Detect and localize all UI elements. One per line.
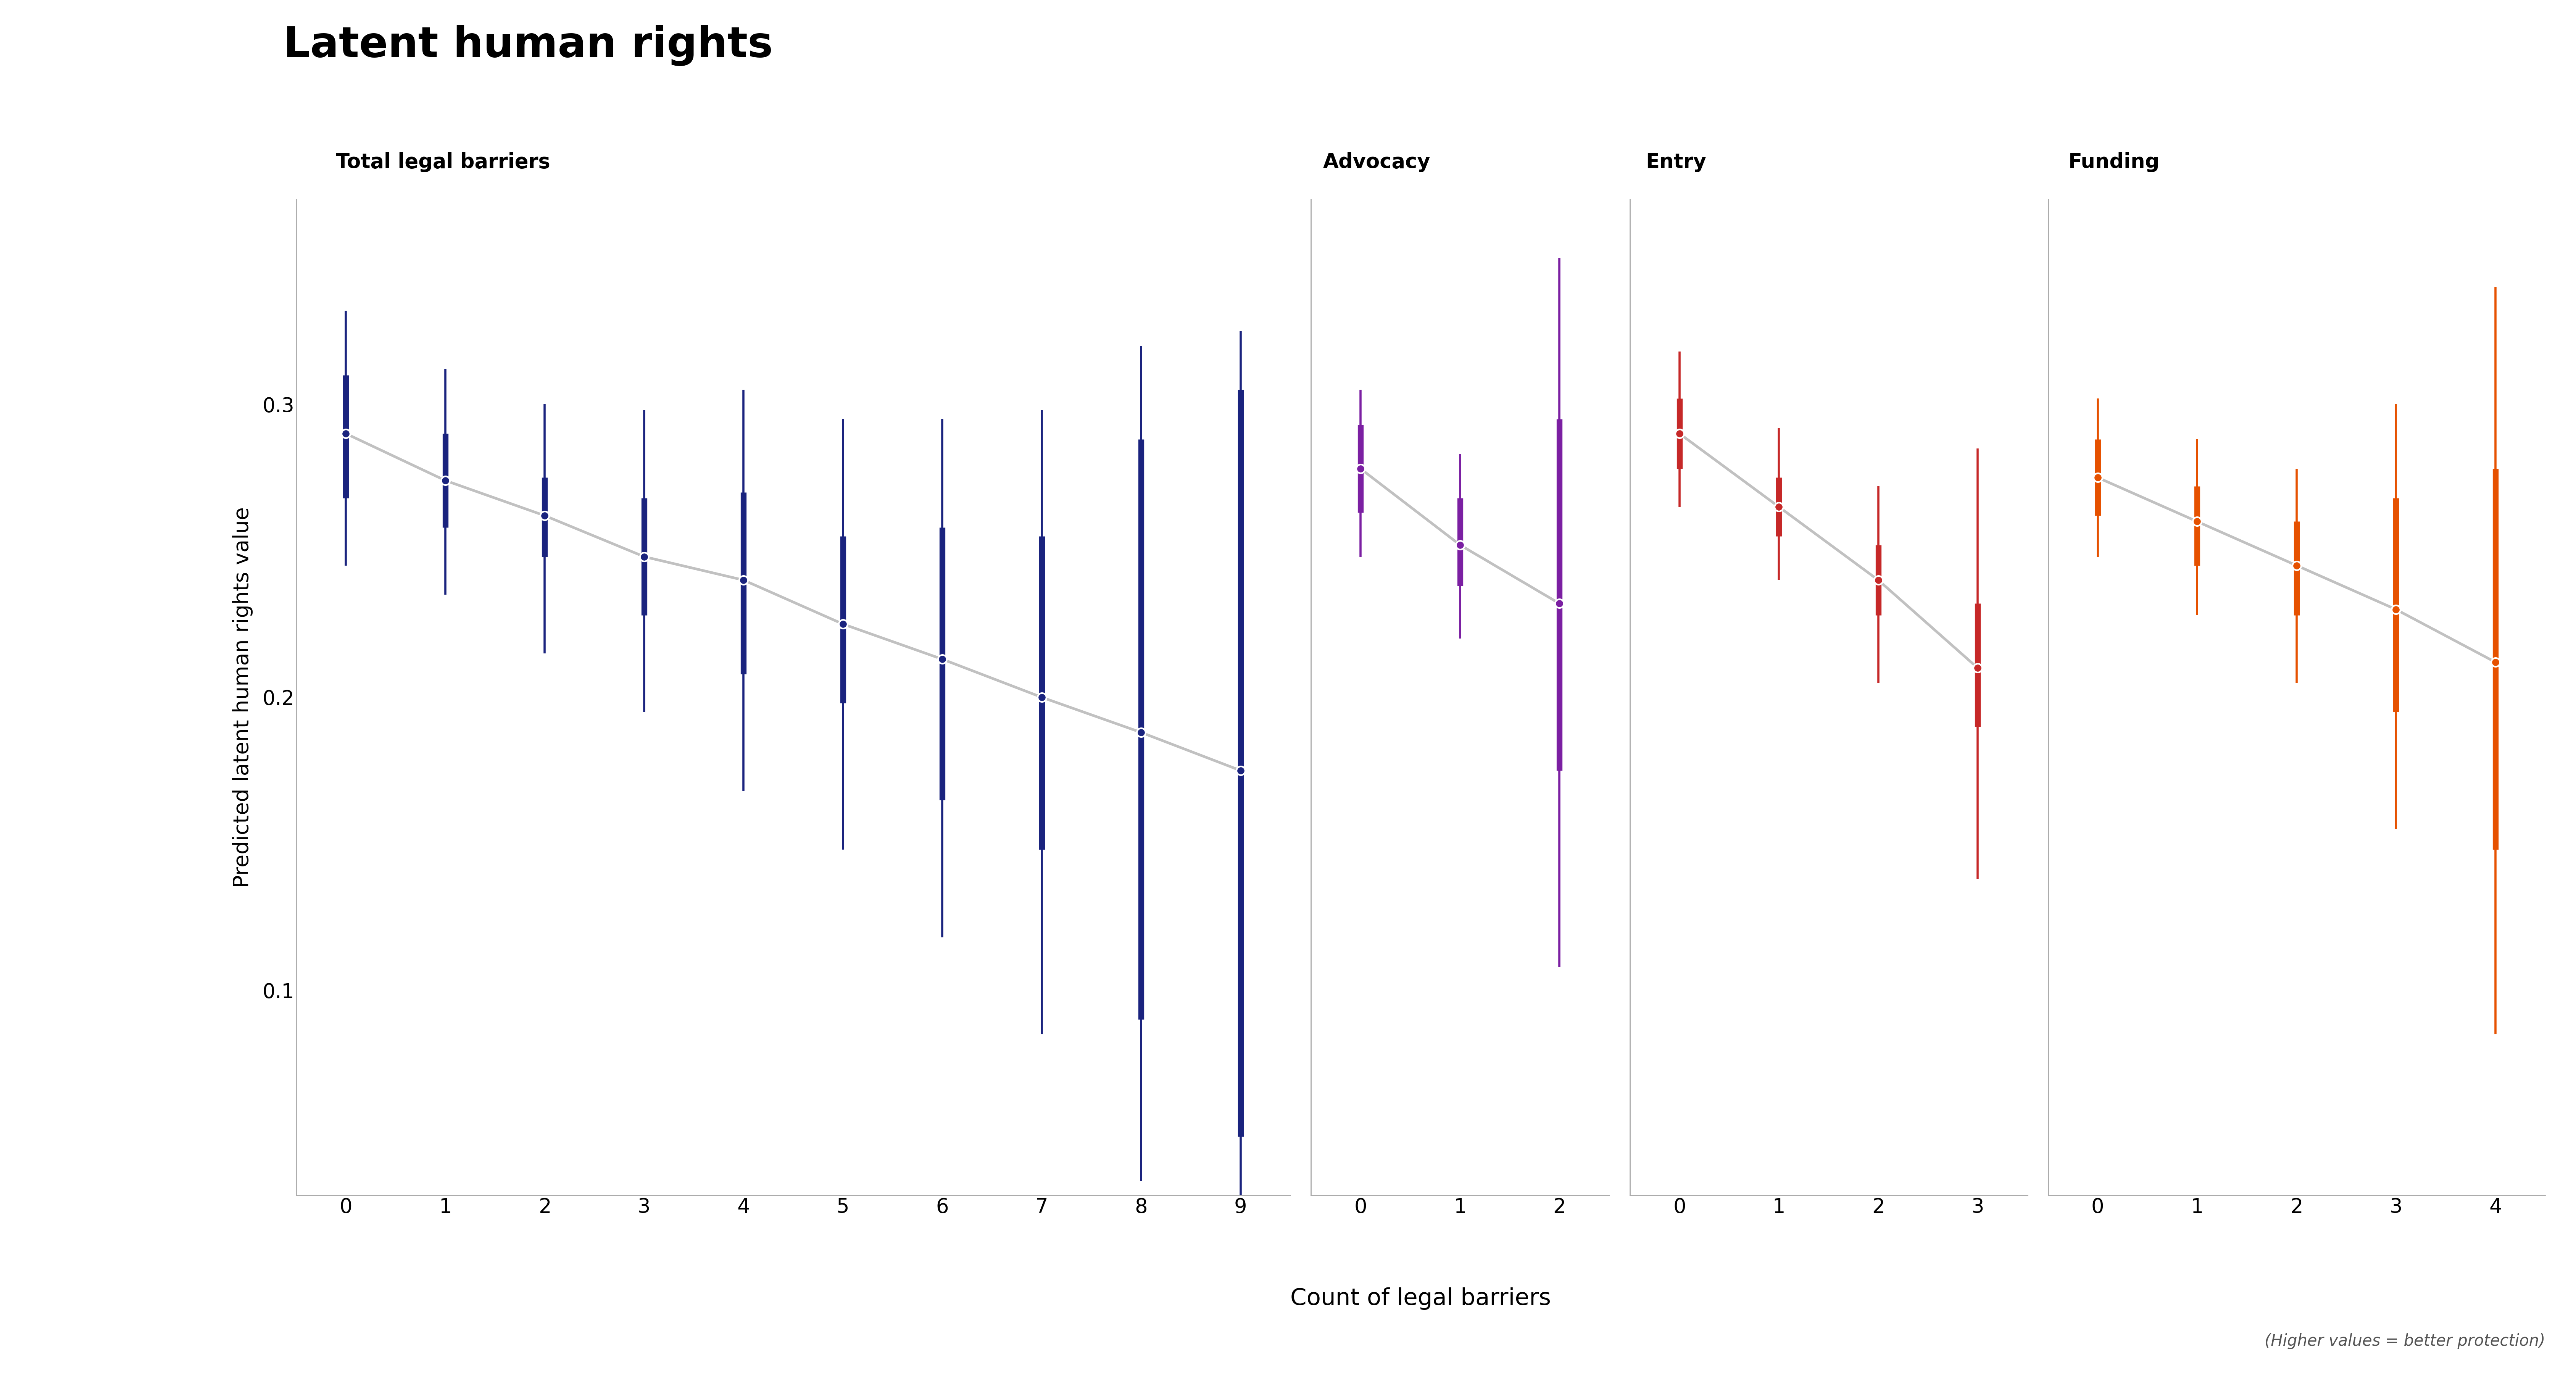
Point <box>1221 760 1262 782</box>
Text: Advocacy: Advocacy <box>1324 153 1430 172</box>
Point <box>2277 555 2318 577</box>
Point <box>1659 423 1700 445</box>
Point <box>1538 592 1579 614</box>
Point <box>1340 458 1381 480</box>
Point <box>1759 496 1801 518</box>
Point <box>2277 555 2318 577</box>
Point <box>1020 686 1061 709</box>
Point <box>2476 651 2517 673</box>
Point <box>724 569 765 591</box>
Point <box>922 649 963 671</box>
Point <box>724 569 765 591</box>
Point <box>1958 657 1999 679</box>
Point <box>1020 686 1061 709</box>
Text: (Higher values = better protection): (Higher values = better protection) <box>2264 1333 2545 1349</box>
Point <box>523 504 564 526</box>
Point <box>1340 458 1381 480</box>
Text: Funding: Funding <box>2069 153 2159 172</box>
Point <box>2375 599 2416 621</box>
Point <box>1857 569 1899 591</box>
Point <box>1440 534 1481 556</box>
Point <box>2177 511 2218 533</box>
Point <box>425 470 466 492</box>
Point <box>1121 721 1162 743</box>
Point <box>325 423 366 445</box>
Text: Latent human rights: Latent human rights <box>283 25 773 66</box>
Text: Count of legal barriers: Count of legal barriers <box>1291 1287 1551 1309</box>
Point <box>1221 760 1262 782</box>
Point <box>1659 423 1700 445</box>
Point <box>822 613 863 635</box>
Point <box>425 470 466 492</box>
Point <box>325 423 366 445</box>
Point <box>1857 569 1899 591</box>
Y-axis label: Predicted latent human rights value: Predicted latent human rights value <box>232 507 252 888</box>
Point <box>1538 592 1579 614</box>
Text: Total legal barriers: Total legal barriers <box>335 153 551 172</box>
Point <box>2076 467 2117 489</box>
Point <box>2076 467 2117 489</box>
Point <box>623 545 665 567</box>
Point <box>2177 511 2218 533</box>
Text: Entry: Entry <box>1646 153 1705 172</box>
Point <box>1440 534 1481 556</box>
Point <box>822 613 863 635</box>
Point <box>1759 496 1801 518</box>
Point <box>1121 721 1162 743</box>
Point <box>922 649 963 671</box>
Point <box>523 504 564 526</box>
Point <box>1958 657 1999 679</box>
Point <box>623 545 665 567</box>
Point <box>2476 651 2517 673</box>
Point <box>2375 599 2416 621</box>
